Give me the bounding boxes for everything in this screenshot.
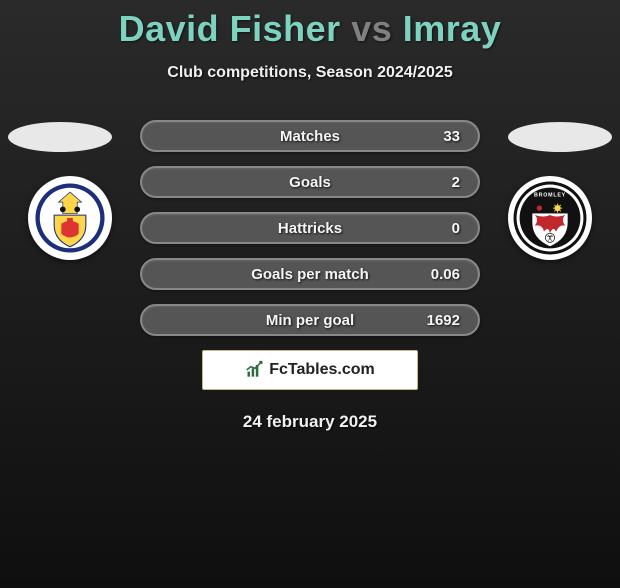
content-area: BROMLEY Matches 33 Goals 2 Hattricks 0 G…: [0, 120, 620, 432]
stat-row-goals-per-match: Goals per match 0.06: [140, 258, 480, 290]
stat-value-right: 1692: [427, 312, 460, 329]
vs-separator: vs: [351, 8, 392, 49]
stat-row-matches: Matches 33: [140, 120, 480, 152]
stat-row-min-per-goal: Min per goal 1692: [140, 304, 480, 336]
player1-photo-placeholder: [8, 122, 112, 152]
brand-text: FcTables.com: [269, 361, 375, 379]
stat-label: Min per goal: [266, 312, 354, 329]
stat-value-right: 2: [452, 174, 460, 191]
stat-label: Goals per match: [251, 266, 369, 283]
bromley-fc-crest-icon: BROMLEY: [512, 180, 588, 256]
player1-club-crest: [28, 176, 112, 260]
brand-attribution: FcTables.com: [202, 350, 418, 390]
player2-club-crest: BROMLEY: [508, 176, 592, 260]
stat-row-hattricks: Hattricks 0: [140, 212, 480, 244]
stat-label: Hattricks: [278, 220, 342, 237]
stat-row-goals: Goals 2: [140, 166, 480, 198]
stat-value-right: 0.06: [431, 266, 460, 283]
stat-value-right: 0: [452, 220, 460, 237]
player1-name: David Fisher: [119, 8, 341, 49]
afc-wimbledon-crest-icon: [34, 182, 106, 254]
player2-photo-placeholder: [508, 122, 612, 152]
svg-text:BROMLEY: BROMLEY: [534, 193, 566, 199]
stat-value-right: 33: [443, 128, 460, 145]
comparison-title: David Fisher vs Imray: [0, 8, 620, 50]
player2-name: Imray: [403, 8, 502, 49]
stat-label: Matches: [280, 128, 340, 145]
stat-label: Goals: [289, 174, 331, 191]
stats-column: Matches 33 Goals 2 Hattricks 0 Goals per…: [140, 120, 480, 336]
chart-bars-icon: [245, 360, 265, 380]
subtitle-text: Club competitions, Season 2024/2025: [0, 64, 620, 82]
date-text: 24 february 2025: [0, 412, 620, 432]
